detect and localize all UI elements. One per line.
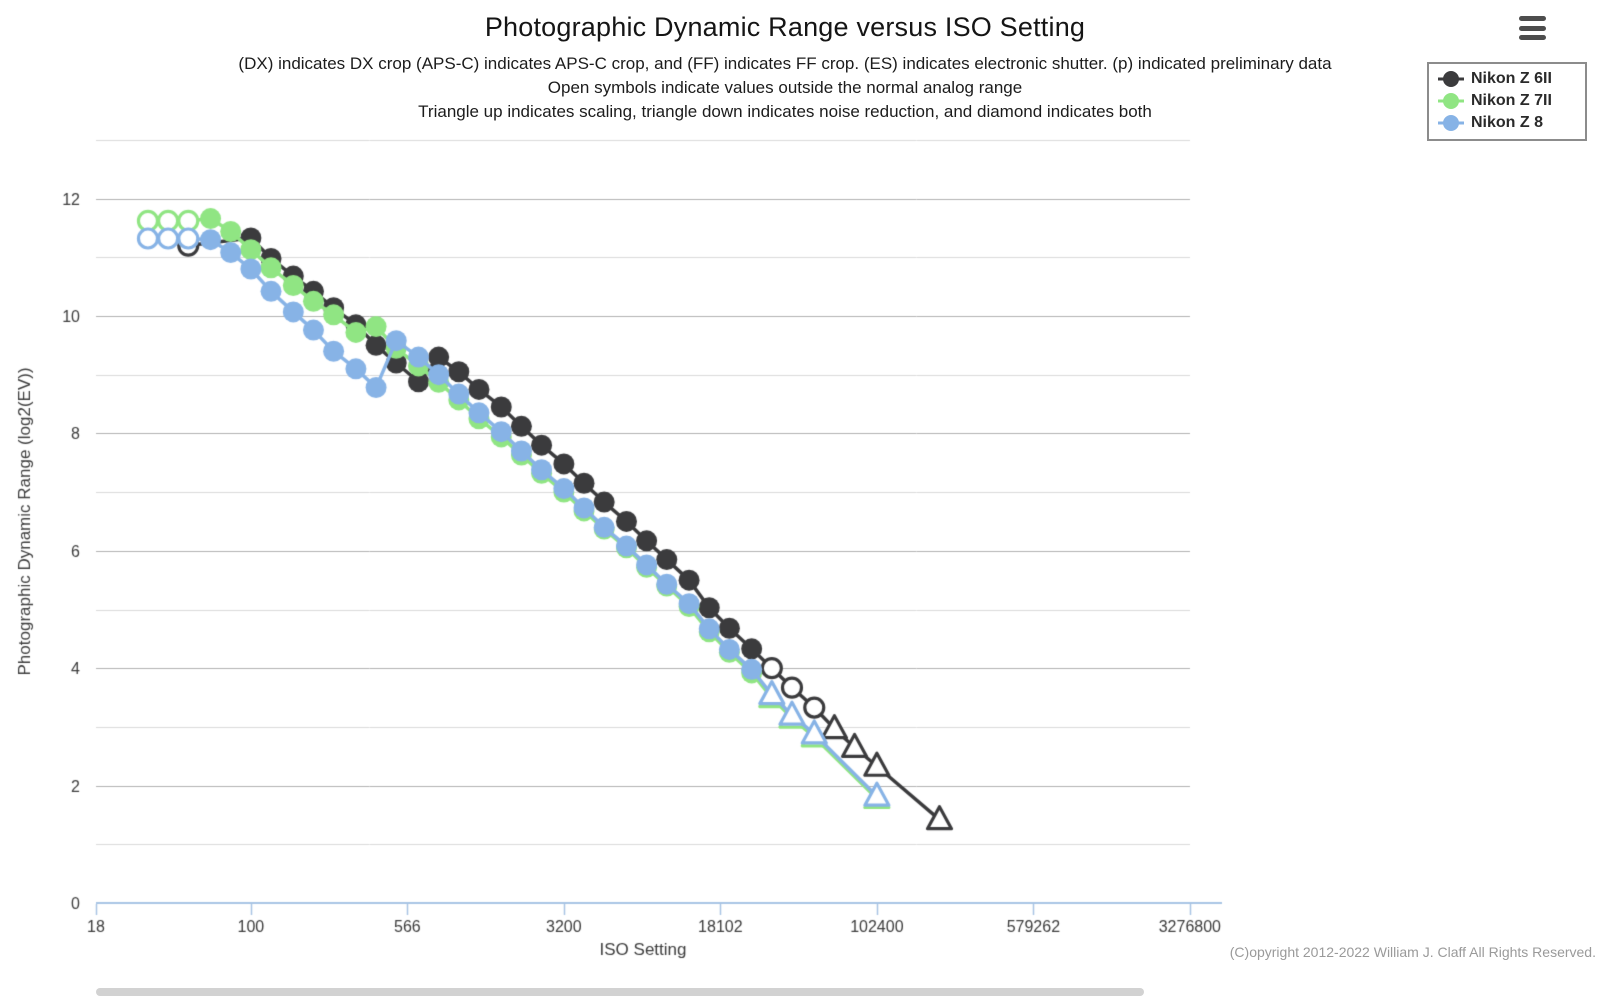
series-marker-icon xyxy=(1438,93,1464,109)
legend-label: Nikon Z 7II xyxy=(1471,92,1552,109)
chart-title: Photographic Dynamic Range versus ISO Se… xyxy=(484,12,1086,42)
legend-label: Nikon Z 6II xyxy=(1471,70,1552,87)
horizontal-scrollbar-thumb[interactable] xyxy=(96,988,1144,996)
legend-item-z8: Nikon Z 8 xyxy=(1437,112,1577,134)
series-marker-icon xyxy=(1438,71,1464,87)
chart-context-menu-button[interactable] xyxy=(1519,16,1546,40)
legend: Nikon Z 6II Nikon Z 7II Nikon Z 8 xyxy=(1427,62,1587,141)
subtitle-line-3: Triangle up indicates scaling, triangle … xyxy=(418,102,1152,121)
subtitle-line-2: Open symbols indicate values outside the… xyxy=(547,78,1023,97)
hamburger-icon xyxy=(1519,25,1546,31)
series-marker-icon xyxy=(1438,115,1464,131)
hamburger-icon xyxy=(1519,35,1546,40)
legend-item-z7ii: Nikon Z 7II xyxy=(1437,90,1577,112)
chart-subtitle: (DX) indicates DX crop (APS-C) indicates… xyxy=(0,52,1570,124)
legend-label: Nikon Z 8 xyxy=(1471,114,1544,131)
hamburger-icon xyxy=(1519,16,1546,21)
subtitle-line-1: (DX) indicates DX crop (APS-C) indicates… xyxy=(238,54,1332,73)
copyright-text: (C)opyright 2012-2022 William J. Claff A… xyxy=(1229,944,1596,960)
legend-item-z6ii: Nikon Z 6II xyxy=(1437,68,1577,90)
